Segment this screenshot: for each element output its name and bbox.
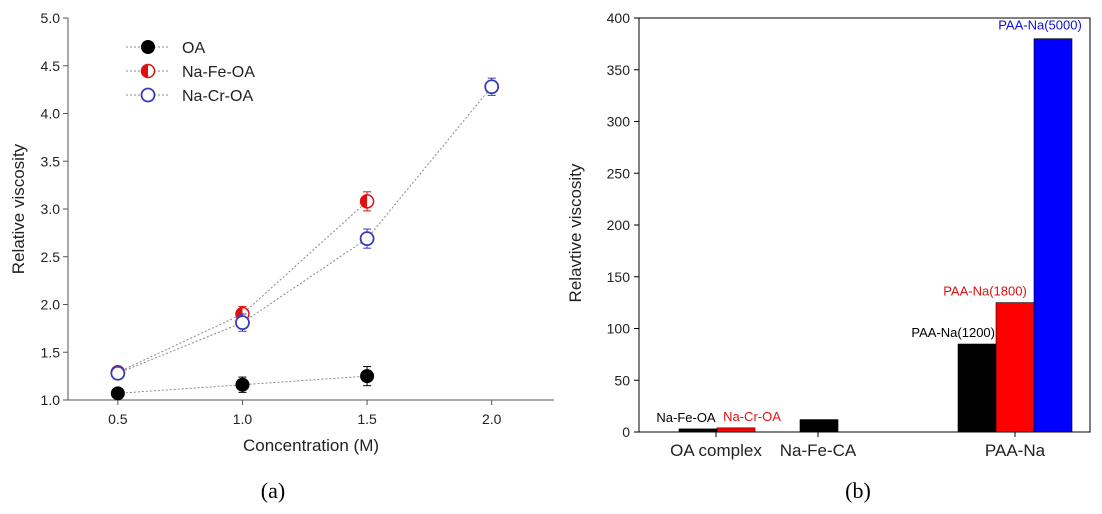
data-point [359, 231, 375, 247]
panel-b-caption: (b) [845, 478, 871, 503]
bar [957, 343, 997, 433]
category-label: OA complex [670, 441, 762, 460]
legend-marker [141, 40, 155, 54]
y-tick-label: 2.0 [41, 297, 61, 313]
x-axis-title: Concentration (M) [243, 436, 379, 455]
legend-marker [140, 63, 156, 79]
y-tick-label: 4.0 [41, 106, 61, 122]
y-axis-title: Relavtive viscosity [566, 163, 585, 302]
panel-a-line-chart: 1.0 1.5 2.0 2.5 3.0 3.5 4.0 4.5 5.0 0.5 1.0 1.5 2.0 C… [9, 10, 554, 455]
y-tick-label: 1.0 [41, 392, 61, 408]
y-tick-label: 4.5 [41, 58, 61, 74]
bar [1033, 38, 1073, 433]
x-tick-label: 1.0 [233, 411, 253, 427]
panel-b-bar-chart: 0 50 100 150 200 250 300 350 400 OA complex Na-Fe-… [566, 10, 1091, 460]
x-tick-label: 2.0 [482, 411, 502, 427]
data-point [110, 365, 126, 381]
y-tick-label: 400 [607, 10, 631, 26]
data-point [110, 386, 125, 401]
y-tick-label: 2.5 [41, 249, 61, 265]
y-tick-label: 50 [614, 372, 630, 388]
bar [678, 428, 718, 433]
bar-label: PAA-Na(1200) [911, 325, 995, 340]
series-oa [110, 366, 375, 401]
category-label: PAA-Na [985, 441, 1046, 460]
x-tick-label: 1.5 [357, 411, 377, 427]
series-na-cr-oa [110, 77, 500, 381]
legend-entry: Na-Fe-OA [126, 63, 255, 81]
data-point [235, 377, 250, 392]
legend-label: Na-Cr-OA [182, 88, 253, 105]
series-line [117, 200, 368, 373]
panel-a-caption: (a) [261, 478, 285, 503]
category-label: Na-Fe-CA [780, 441, 857, 460]
legend-entry: Na-Cr-OA [126, 87, 253, 105]
x-tick-label: 0.5 [108, 411, 128, 427]
y-tick-label: 200 [607, 217, 631, 233]
legend-marker [140, 87, 156, 103]
bar-label: PAA-Na(1800) [943, 284, 1027, 299]
bar [799, 419, 839, 433]
bar-label: Na-Fe-OA [656, 410, 716, 425]
y-tick-label: 5.0 [41, 10, 61, 26]
y-tick-label: 1.5 [41, 344, 61, 360]
y-tick-label: 150 [607, 269, 631, 285]
legend-label: Na-Fe-OA [182, 64, 255, 81]
bar [995, 302, 1035, 433]
data-point [360, 369, 375, 384]
legend-label: OA [182, 40, 205, 57]
data-point [484, 79, 500, 95]
bar [716, 427, 756, 433]
series-na-fe-oa [110, 191, 375, 380]
y-tick-label: 250 [607, 165, 631, 181]
marker-half-fill [141, 64, 148, 78]
bar-label: PAA-Na(5000) [998, 18, 1082, 33]
y-tick-label: 100 [607, 321, 631, 337]
data-point [359, 194, 375, 209]
data-point [235, 315, 250, 331]
series-line [117, 86, 493, 374]
y-tick-label: 3.0 [41, 201, 61, 217]
y-tick-label: 350 [607, 62, 631, 78]
y-axis-title: Relative viscosity [9, 143, 28, 274]
y-tick-label: 3.5 [41, 153, 61, 169]
y-tick-label: 300 [607, 114, 631, 130]
bar-label: Na-Cr-OA [723, 409, 781, 424]
legend-entry: OA [126, 40, 205, 57]
y-tick-label: 0 [622, 424, 630, 440]
marker-half-fill [360, 194, 368, 208]
